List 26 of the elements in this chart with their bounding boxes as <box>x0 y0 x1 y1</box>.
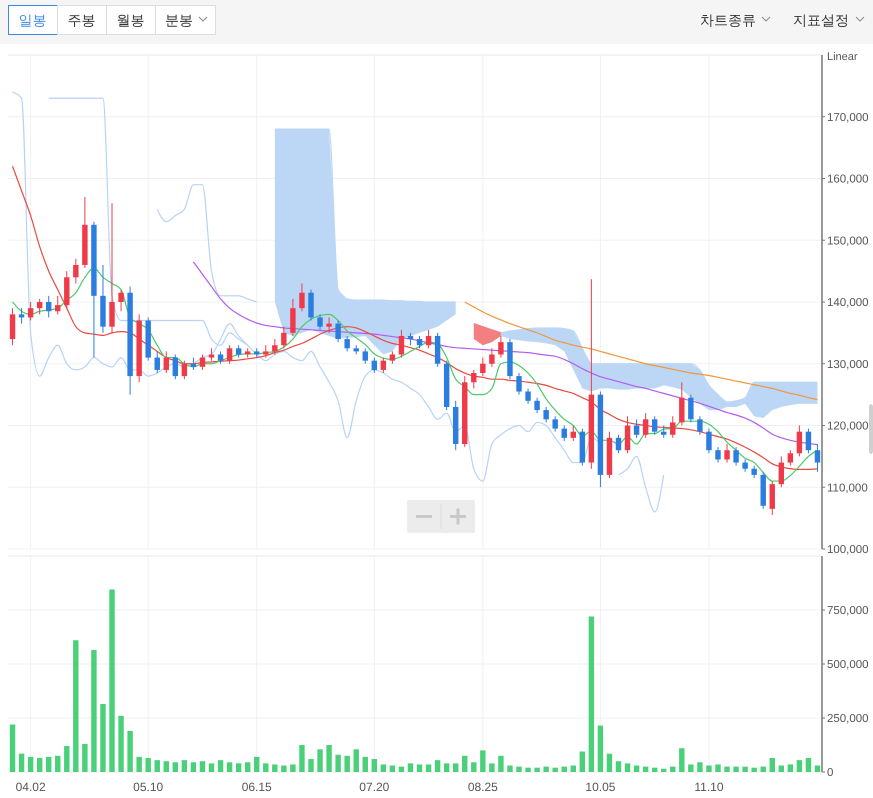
x-tick-label: 04.02 <box>16 780 46 794</box>
text: 일봉 <box>18 12 46 28</box>
x-tick-label: 10.05 <box>585 780 616 794</box>
y-tick-label: 250,000 <box>827 713 869 726</box>
y-tick-label: 110,000 <box>827 482 868 494</box>
text: 지표설정 <box>793 12 849 28</box>
y-tick-label: 0 <box>827 767 834 780</box>
y-tick-label: 150,000 <box>827 235 869 248</box>
text: Linear <box>827 51 858 63</box>
x-tick-label: 11.10 <box>694 780 724 794</box>
x-tick-label: 07.20 <box>359 780 390 794</box>
x-tick-label: 05.10 <box>133 780 164 794</box>
y-tick-label: 100,000 <box>827 544 869 556</box>
y-tick-label: 140,000 <box>827 297 869 310</box>
y-tick-label: 750,000 <box>827 605 869 618</box>
x-tick-label: 08.25 <box>468 780 498 794</box>
text: 차트종류 <box>700 12 756 28</box>
text: 주봉 <box>68 12 96 28</box>
y-tick-label: 500,000 <box>827 659 869 672</box>
y-tick-label: 160,000 <box>827 174 869 186</box>
y-tick-label: 130,000 <box>827 358 869 371</box>
y-tick-label: 170,000 <box>827 112 869 124</box>
x-tick-label: 06.15 <box>242 780 272 794</box>
text: 월봉 <box>116 12 144 28</box>
text: 분봉 <box>165 12 193 28</box>
y-tick-label: 120,000 <box>827 420 869 433</box>
